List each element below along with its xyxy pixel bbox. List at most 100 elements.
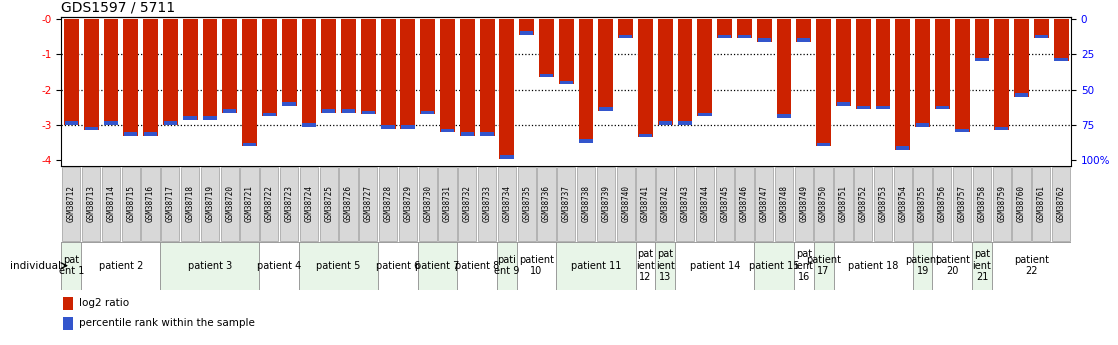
Text: pat
ent 1: pat ent 1 <box>59 255 84 276</box>
Text: GSM38741: GSM38741 <box>641 185 650 222</box>
Bar <box>202 19 217 120</box>
Text: GSM38758: GSM38758 <box>977 185 986 222</box>
Text: GSM38761: GSM38761 <box>1036 185 1045 222</box>
Bar <box>718 35 731 38</box>
FancyBboxPatch shape <box>912 241 932 290</box>
Bar <box>183 116 197 120</box>
Text: GSM38721: GSM38721 <box>245 185 254 222</box>
FancyBboxPatch shape <box>161 241 259 290</box>
Bar <box>163 121 177 125</box>
Bar <box>500 19 514 159</box>
Text: GSM38714: GSM38714 <box>106 185 115 222</box>
Bar <box>163 19 178 125</box>
Bar <box>224 109 236 112</box>
Text: pat
ient
16: pat ient 16 <box>795 249 813 282</box>
Bar <box>995 127 1008 130</box>
FancyBboxPatch shape <box>498 241 517 290</box>
Bar <box>104 121 117 125</box>
Bar <box>302 123 315 127</box>
Bar <box>579 139 593 142</box>
FancyBboxPatch shape <box>913 167 931 241</box>
Bar <box>638 19 653 137</box>
Bar <box>85 127 98 130</box>
Bar <box>1054 58 1068 61</box>
Bar <box>283 102 296 106</box>
Bar <box>65 121 78 125</box>
Text: patient 18: patient 18 <box>847 261 898 270</box>
Bar <box>856 106 870 109</box>
Bar <box>440 19 455 132</box>
Text: patient
17: patient 17 <box>806 255 841 276</box>
FancyBboxPatch shape <box>775 167 793 241</box>
Bar <box>657 19 673 125</box>
Text: GSM38713: GSM38713 <box>87 185 96 222</box>
Bar <box>540 74 553 77</box>
Bar <box>975 58 988 61</box>
Bar <box>718 19 732 38</box>
Bar <box>679 121 692 125</box>
Bar <box>796 19 812 42</box>
FancyBboxPatch shape <box>479 167 496 241</box>
Text: patient
19: patient 19 <box>906 255 940 276</box>
FancyBboxPatch shape <box>973 167 991 241</box>
Text: GSM38756: GSM38756 <box>938 185 947 222</box>
Bar <box>618 19 633 38</box>
FancyBboxPatch shape <box>597 167 615 241</box>
Bar <box>520 31 533 35</box>
Text: GSM38744: GSM38744 <box>700 185 709 222</box>
Bar <box>361 19 376 115</box>
Bar <box>84 19 98 130</box>
FancyBboxPatch shape <box>142 167 160 241</box>
Text: GSM38755: GSM38755 <box>918 185 927 222</box>
Bar <box>64 296 74 310</box>
Bar <box>956 128 969 132</box>
FancyBboxPatch shape <box>932 241 972 290</box>
Bar <box>638 134 652 137</box>
Bar <box>936 106 949 109</box>
Text: GSM38719: GSM38719 <box>206 185 215 222</box>
Bar <box>459 19 475 136</box>
Bar <box>836 102 850 106</box>
FancyBboxPatch shape <box>755 167 774 241</box>
FancyBboxPatch shape <box>716 167 733 241</box>
FancyBboxPatch shape <box>82 241 161 290</box>
Bar <box>896 19 910 150</box>
FancyBboxPatch shape <box>201 167 219 241</box>
Text: pat
ient
21: pat ient 21 <box>973 249 992 282</box>
Text: patient 5: patient 5 <box>316 261 361 270</box>
FancyBboxPatch shape <box>834 241 912 290</box>
Text: GSM38724: GSM38724 <box>304 185 313 222</box>
Text: patient
10: patient 10 <box>519 255 555 276</box>
Bar <box>381 125 395 128</box>
FancyBboxPatch shape <box>814 241 834 290</box>
Text: GSM38725: GSM38725 <box>324 185 333 222</box>
FancyBboxPatch shape <box>61 241 82 290</box>
Text: GSM38736: GSM38736 <box>542 185 551 222</box>
FancyBboxPatch shape <box>655 241 675 290</box>
Text: pat
ient
12: pat ient 12 <box>636 249 655 282</box>
Bar <box>816 19 831 146</box>
Text: GSM38748: GSM38748 <box>779 185 788 222</box>
Bar <box>975 19 989 61</box>
Text: GSM38749: GSM38749 <box>799 185 808 222</box>
FancyBboxPatch shape <box>695 167 714 241</box>
Bar <box>955 19 969 132</box>
FancyBboxPatch shape <box>1052 167 1070 241</box>
Bar <box>123 19 139 136</box>
Text: GSM38738: GSM38738 <box>581 185 590 222</box>
FancyBboxPatch shape <box>359 167 378 241</box>
FancyBboxPatch shape <box>340 167 358 241</box>
Text: GSM38729: GSM38729 <box>404 185 413 222</box>
Bar <box>560 81 572 85</box>
FancyBboxPatch shape <box>854 167 872 241</box>
FancyBboxPatch shape <box>280 167 299 241</box>
Text: GSM38752: GSM38752 <box>859 185 868 222</box>
Bar <box>897 146 909 150</box>
Text: GSM38742: GSM38742 <box>661 185 670 222</box>
Text: GSM38720: GSM38720 <box>225 185 235 222</box>
Bar <box>698 19 712 116</box>
FancyBboxPatch shape <box>557 241 635 290</box>
FancyBboxPatch shape <box>320 167 338 241</box>
Bar <box>222 19 237 112</box>
Bar <box>559 19 574 85</box>
